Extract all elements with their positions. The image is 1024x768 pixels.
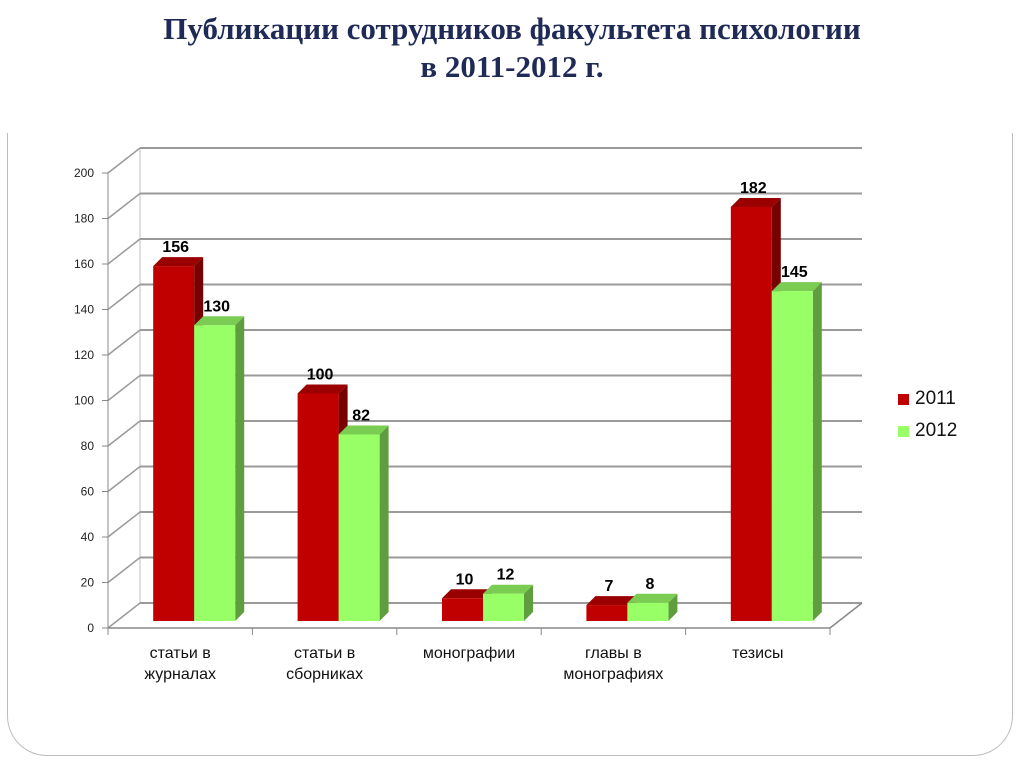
grid-diagonal-120: [107, 329, 141, 356]
floor-right-edge: [829, 602, 863, 629]
bar-top-2012-4: [771, 282, 822, 292]
bar-top-2012-0: [194, 316, 245, 326]
data-label-2012-4: 145: [781, 264, 808, 281]
legend-item-2012: 2012: [898, 415, 957, 447]
legend-item-2011: 2011: [898, 383, 957, 415]
bar-side-2012-2: [524, 584, 533, 621]
bar-2012-4: [771, 291, 813, 621]
bar-2011-2: [442, 598, 483, 621]
title-line-1: Публикации сотрудников факультета психол…: [163, 11, 861, 46]
grid-diagonal-140: [107, 283, 141, 311]
data-label-2011-3: 7: [604, 578, 613, 595]
y-tick-label-120: 120: [74, 348, 94, 362]
bar-top-2012-3: [627, 593, 678, 603]
page-title: Публикации сотрудников факультета психол…: [0, 10, 1024, 86]
legend-swatch-2011: [898, 393, 909, 405]
chart-legend: 2011 2012: [898, 383, 957, 447]
x-category-label-4: тезисы: [688, 643, 828, 664]
bar-top-2011-1: [297, 384, 348, 394]
bar-top-2011-0: [153, 257, 204, 267]
y-tick-label-140: 140: [74, 303, 94, 317]
bar-2012-2: [483, 593, 524, 621]
y-tick-label-0: 0: [87, 621, 94, 635]
bar-top-2012-2: [483, 584, 533, 594]
grid-diagonal-40: [107, 511, 141, 538]
data-label-2012-3: 8: [645, 576, 654, 593]
y-tick-label-20: 20: [81, 576, 95, 590]
data-label-2012-1: 82: [352, 407, 370, 424]
y-tick-label-160: 160: [74, 257, 94, 271]
legend-swatch-2012: [898, 425, 909, 437]
y-tick-label-80: 80: [81, 439, 95, 453]
x-category-label-4-line-0: тезисы: [732, 645, 784, 662]
grid-diagonal-160: [107, 238, 141, 265]
legend-label-2011: 2011: [915, 388, 956, 409]
x-category-label-1-line-0: статьи в: [293, 645, 356, 662]
x-category-label-3-line-1: монографиях: [563, 666, 664, 683]
data-label-2011-1: 100: [307, 367, 334, 384]
y-tick-label-60: 60: [81, 485, 95, 499]
y-tick-label-180: 180: [74, 212, 94, 226]
x-category-label-2-line-0: монографии: [422, 645, 516, 662]
bar-2011-3: [586, 605, 628, 621]
data-label-2011-0: 156: [162, 239, 189, 256]
bar-side-2012-1: [379, 425, 389, 621]
bar-side-2012-0: [235, 316, 245, 621]
data-label-2012-0: 130: [203, 298, 230, 315]
bar-side-2012-4: [812, 282, 822, 621]
grid-diagonal-100: [107, 374, 141, 402]
bar-2011-1: [297, 393, 339, 621]
x-category-label-1-line-1: сборниках: [286, 666, 364, 683]
y-tick-label-200: 200: [74, 166, 94, 180]
grid-diagonal-20: [107, 556, 141, 584]
slide-frame: [7, 133, 1013, 756]
grid-diagonal-80: [107, 420, 141, 447]
bar-2012-3: [627, 602, 669, 621]
y-tick-label-40: 40: [81, 530, 95, 544]
grid-diagonal-0: [107, 602, 141, 629]
data-label-2011-4: 182: [740, 180, 767, 197]
title-line-2: в 2011-2012 г.: [420, 49, 604, 84]
bar-2011-4: [730, 206, 772, 621]
bar-side-2012-3: [668, 593, 678, 621]
bar-2011-0: [153, 266, 195, 621]
bar-top-2012-1: [338, 425, 389, 435]
data-label-2011-2: 10: [456, 571, 474, 588]
grid-diagonal-60: [107, 465, 141, 493]
x-category-label-0-line-0: статьи в: [149, 645, 211, 662]
x-category-label-3: главы в монографиях: [543, 643, 683, 685]
grid-diagonal-200: [107, 147, 141, 174]
bar-2012-0: [194, 325, 236, 621]
bar-2012-1: [338, 434, 380, 621]
bar-top-2011-3: [586, 596, 637, 606]
x-category-label-1: статьи в сборниках: [255, 643, 395, 685]
x-category-label-2: монографии: [399, 643, 539, 664]
x-category-label-3-line-0: главы в: [585, 645, 642, 662]
bar-top-2011-2: [442, 589, 492, 599]
legend-label-2012: 2012: [915, 420, 958, 441]
grid-diagonal-180: [107, 192, 141, 220]
bar-top-2011-4: [730, 197, 781, 207]
data-label-2012-2: 12: [497, 567, 515, 584]
x-category-label-0: статьи в журналах: [110, 643, 250, 685]
x-category-label-0-line-1: журналах: [144, 666, 216, 683]
y-tick-label-100: 100: [74, 394, 94, 408]
